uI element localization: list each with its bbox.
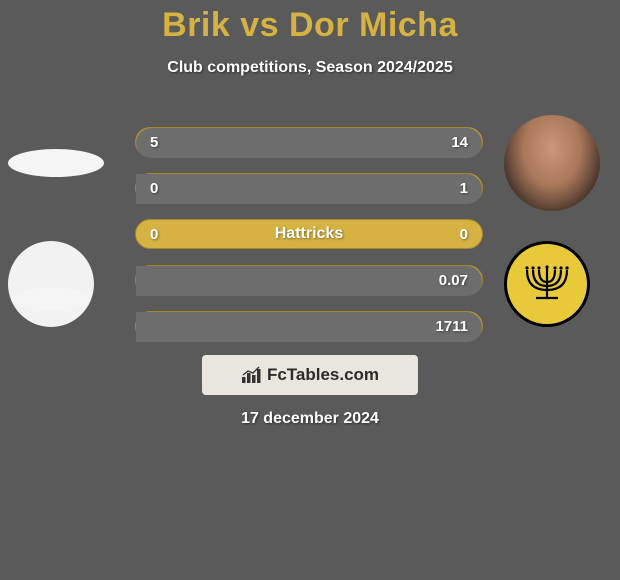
- page-title: Brik vs Dor Micha: [0, 0, 620, 45]
- stat-value-right: 14: [451, 134, 468, 151]
- right-player-avatar: [504, 115, 600, 211]
- left-player-column: [8, 115, 104, 327]
- date: 17 december 2024: [0, 410, 620, 428]
- stat-label: Hattricks: [136, 225, 482, 243]
- left-player-avatar: [8, 115, 104, 211]
- bar-fill-right: [136, 312, 482, 342]
- stat-value-right: 0.07: [439, 272, 468, 289]
- placeholder-ellipse: [11, 288, 91, 310]
- stat-bars: 5Matches140Goals10Hattricks0Goals per ma…: [135, 127, 483, 357]
- bar-fill-right: [226, 128, 482, 158]
- fctables-badge: FcTables.com: [202, 355, 418, 395]
- subtitle: Club competitions, Season 2024/2025: [0, 59, 620, 77]
- bar-chart-icon: [241, 366, 263, 384]
- stat-row: 0Goals1: [135, 173, 483, 203]
- stat-row: 5Matches14: [135, 127, 483, 157]
- stat-row: 0Hattricks0: [135, 219, 483, 249]
- stat-value-right: 1711: [435, 318, 468, 335]
- player-face-placeholder: [504, 115, 600, 211]
- right-club-badge: [504, 241, 590, 327]
- menorah-icon: [522, 264, 572, 304]
- fctables-label: FcTables.com: [267, 365, 379, 385]
- stat-value-left: 5: [150, 134, 158, 151]
- bar-fill-right: [136, 174, 482, 204]
- right-player-column: [504, 115, 600, 327]
- stat-value-right: 1: [460, 180, 468, 197]
- stat-value-right: 0: [460, 226, 468, 243]
- placeholder-ellipse: [8, 149, 104, 177]
- bar-fill-right: [136, 266, 482, 296]
- stat-row: Min per goal1711: [135, 311, 483, 341]
- left-club-badge: [8, 241, 94, 327]
- stat-value-left: 0: [150, 226, 158, 243]
- stat-value-left: 0: [150, 180, 158, 197]
- stat-row: Goals per match0.07: [135, 265, 483, 295]
